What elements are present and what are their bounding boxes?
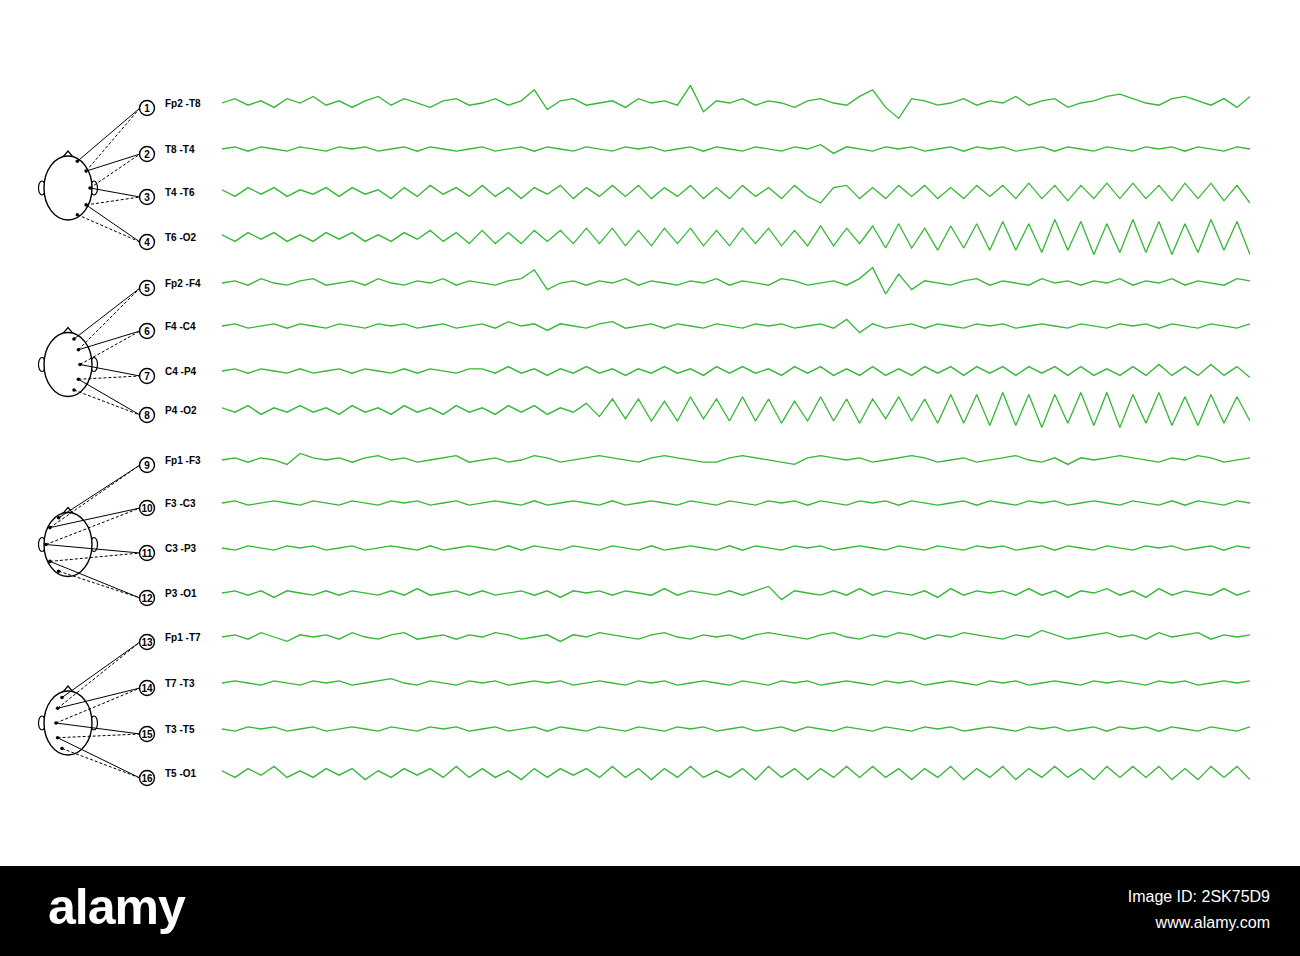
html-text:www.alamy.com: www.alamy.com — [1155, 914, 1270, 931]
svg-text:T6 -O2: T6 -O2 — [165, 232, 197, 243]
svg-text:4: 4 — [144, 237, 150, 248]
svg-text:T8 -T4: T8 -T4 — [165, 144, 195, 155]
svg-text:12: 12 — [141, 593, 153, 604]
svg-text:T7 -T3: T7 -T3 — [165, 678, 195, 689]
svg-text:Fp2 -F4: Fp2 -F4 — [165, 278, 201, 289]
svg-text:13: 13 — [141, 637, 153, 648]
svg-text:1: 1 — [144, 103, 150, 114]
svg-text:P4 -O2: P4 -O2 — [165, 405, 197, 416]
svg-text:2: 2 — [144, 149, 150, 160]
svg-text:C3 -P3: C3 -P3 — [165, 543, 197, 554]
svg-text:F3 -C3: F3 -C3 — [165, 498, 196, 509]
svg-text:5: 5 — [144, 283, 150, 294]
svg-text:6: 6 — [144, 326, 150, 337]
svg-text:C4 -P4: C4 -P4 — [165, 366, 197, 377]
svg-text:7: 7 — [144, 371, 150, 382]
svg-text:16: 16 — [141, 773, 153, 784]
svg-text:T4 -T6: T4 -T6 — [165, 187, 195, 198]
svg-text:3: 3 — [144, 192, 150, 203]
svg-text:Fp1 -T7: Fp1 -T7 — [165, 632, 201, 643]
svg-text:8: 8 — [144, 410, 150, 421]
svg-text:P3 -O1: P3 -O1 — [165, 588, 197, 599]
svg-text:10: 10 — [141, 503, 153, 514]
svg-text:9: 9 — [144, 460, 150, 471]
html-text:alamy: alamy — [48, 879, 185, 935]
svg-text:T5 -O1: T5 -O1 — [165, 768, 197, 779]
svg-text:Fp2 -T8: Fp2 -T8 — [165, 98, 201, 109]
svg-text:11: 11 — [142, 548, 153, 559]
svg-text:T3 -T5: T3 -T5 — [165, 724, 195, 735]
svg-text:Fp1 -F3: Fp1 -F3 — [165, 455, 201, 466]
svg-text:14: 14 — [141, 683, 153, 694]
svg-text:F4 -C4: F4 -C4 — [165, 321, 196, 332]
html-text:Image ID: 2SK75D9: Image ID: 2SK75D9 — [1127, 888, 1270, 905]
svg-text:15: 15 — [141, 729, 153, 740]
